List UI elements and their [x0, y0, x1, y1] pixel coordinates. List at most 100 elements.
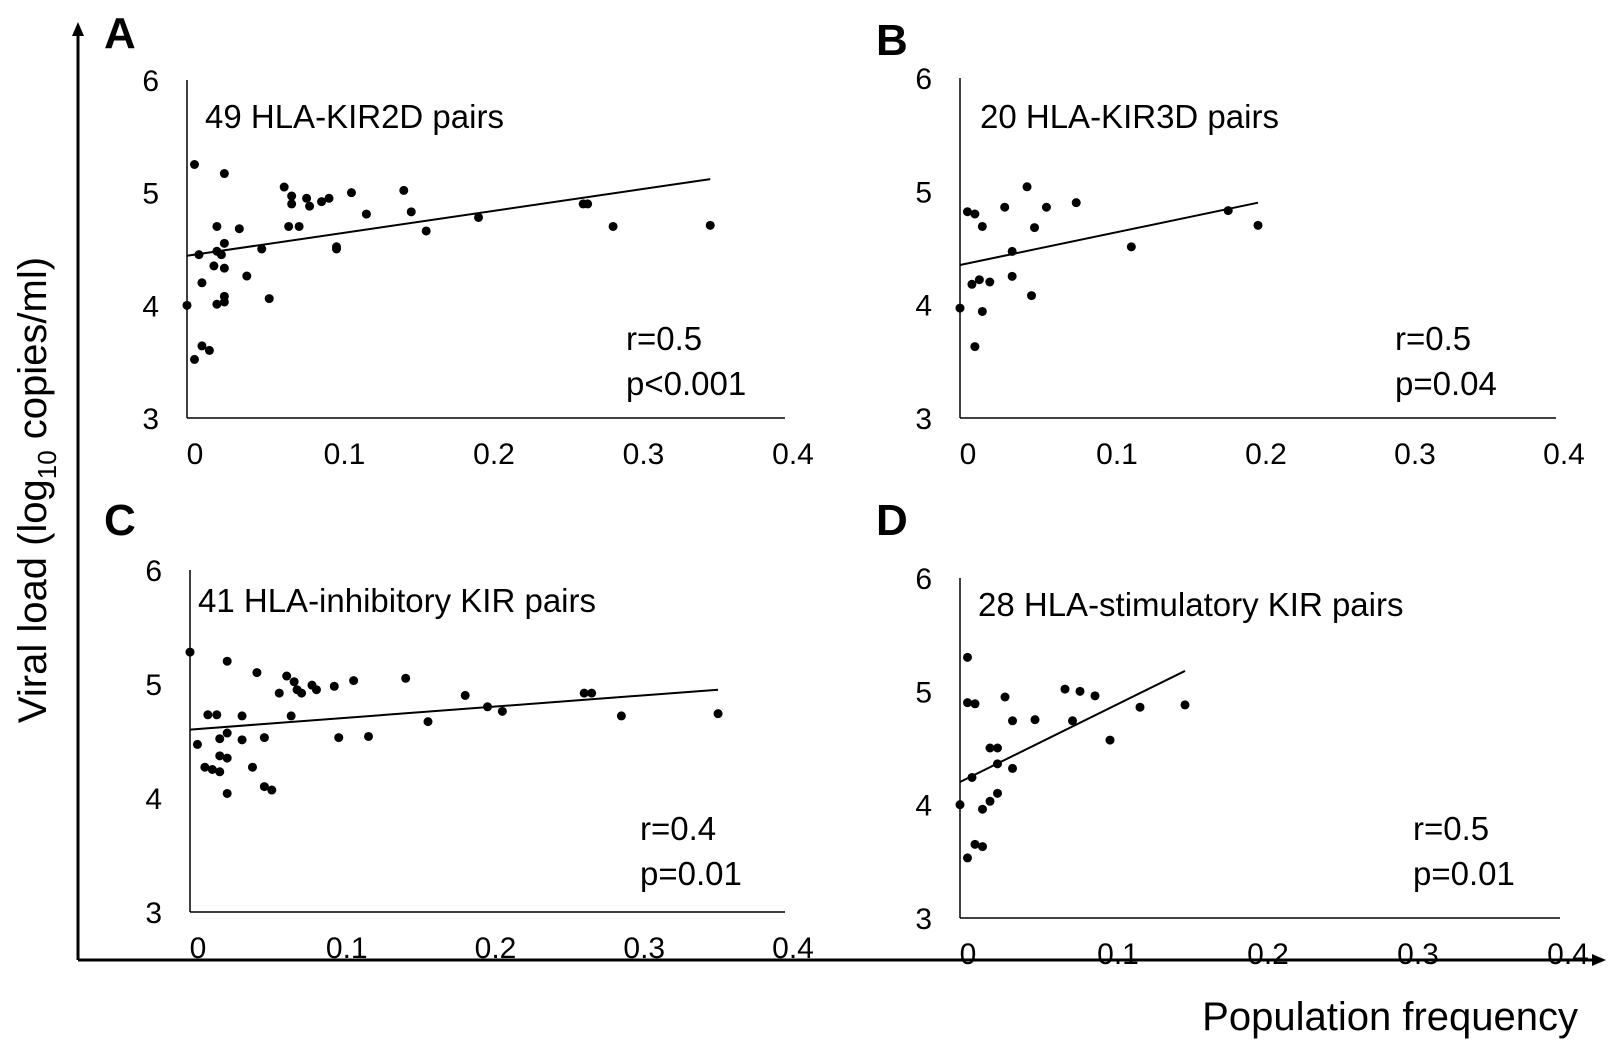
data-point [1007, 271, 1017, 281]
data-point [970, 209, 980, 219]
x-tick-label: 0.4 [772, 932, 814, 965]
data-point [1068, 716, 1077, 726]
panel-letter: C [104, 496, 136, 545]
data-point [212, 299, 222, 309]
data-point [962, 207, 972, 217]
r-value: r=0.5 [1395, 320, 1471, 357]
data-point [237, 711, 247, 721]
y-tick-label: 3 [915, 403, 932, 436]
x-tick-label: 0.2 [1247, 938, 1289, 971]
y-tick-label: 3 [142, 403, 159, 436]
data-point [963, 652, 972, 662]
x-tick-label: 0.1 [1097, 938, 1139, 971]
data-point [1071, 198, 1081, 208]
data-point [334, 733, 344, 743]
panel-b: B 3 4 5 6 0 0.1 0.2 0.3 0.4 20 HLA-KIR3D pairs r=0.… [876, 16, 1585, 471]
data-point [977, 221, 987, 231]
data-point [1075, 686, 1085, 696]
panel-a: A 3 4 5 6 0 0.1 0.2 0.3 0.4 49 HLA-KIR2D pairs r=0.… [104, 9, 814, 471]
y-axis-title: Viral load (log10 copies/ml) [11, 257, 62, 723]
y-tick-label: 6 [145, 555, 162, 588]
data-point [497, 706, 507, 716]
y-tick-label: 4 [915, 790, 932, 823]
data-point [302, 193, 312, 203]
data-point [203, 710, 213, 720]
data-point [1008, 716, 1017, 726]
p-value: p=0.01 [640, 855, 742, 892]
data-point [583, 199, 593, 209]
data-point [264, 294, 274, 304]
data-point [311, 685, 321, 695]
data-point [483, 702, 492, 712]
data-point [274, 688, 284, 698]
r-value: r=0.5 [1413, 810, 1489, 847]
data-point [192, 739, 202, 749]
x-tick-label: 0.2 [473, 438, 515, 471]
data-point [1135, 702, 1145, 712]
data-point [349, 676, 359, 686]
data-point [329, 681, 339, 691]
data-point [985, 277, 995, 287]
data-point [970, 839, 980, 849]
y-tick-label: 5 [142, 178, 159, 211]
data-point [332, 244, 341, 254]
data-point [1007, 246, 1017, 256]
data-point [978, 842, 987, 852]
data-point [1008, 763, 1017, 773]
x-tick-label: 0 [187, 438, 204, 471]
data-point [287, 199, 297, 209]
trend-line [186, 178, 711, 257]
data-point [237, 735, 247, 745]
data-point [324, 193, 334, 203]
data-point [212, 710, 222, 720]
data-point [182, 300, 192, 310]
y-tick-label: 5 [915, 676, 932, 709]
data-point [1105, 735, 1115, 745]
data-point [259, 733, 269, 743]
data-point [993, 788, 1002, 798]
x-tick-label: 0.4 [1543, 438, 1585, 471]
x-tick-label: 0.1 [1096, 438, 1138, 471]
data-point [1223, 206, 1233, 216]
data-point [993, 743, 1002, 753]
x-tick-label: 0.3 [623, 438, 665, 471]
data-point [287, 191, 297, 201]
data-point [317, 197, 327, 207]
y-tick-label: 6 [142, 65, 159, 98]
panel-c: C 3 4 5 6 0 0.1 0.2 0.3 0.4 41 HLA-inhibitory KIR … [104, 496, 814, 965]
data-point [1030, 715, 1040, 725]
y-tick-label: 4 [145, 783, 162, 816]
data-point [955, 800, 965, 810]
data-point [970, 342, 980, 352]
panel-title: 20 HLA-KIR3D pairs [980, 98, 1279, 135]
data-point [1060, 684, 1070, 694]
data-point [963, 698, 972, 708]
data-point [977, 306, 987, 316]
data-point [963, 853, 972, 863]
data-point [423, 717, 433, 727]
y-tick-label: 3 [145, 897, 162, 930]
data-point [215, 767, 225, 777]
y-tick-label: 6 [915, 563, 932, 596]
y-tick-label: 3 [915, 903, 932, 936]
data-point [364, 731, 373, 741]
data-point [234, 224, 244, 234]
outer-y-arrow-icon [72, 22, 84, 36]
y-tick-label: 6 [915, 63, 932, 96]
x-tick-label: 0.3 [623, 932, 665, 965]
data-point [194, 250, 204, 260]
data-point [1253, 220, 1263, 230]
data-point [1022, 182, 1032, 192]
data-point [1000, 202, 1010, 212]
data-point [406, 207, 416, 217]
data-point [207, 765, 217, 774]
data-point [189, 354, 199, 364]
data-point [219, 263, 229, 273]
data-point [209, 261, 219, 271]
r-value: r=0.5 [626, 320, 702, 357]
y-tick-label: 5 [915, 176, 932, 209]
outer-x-arrow-icon [1592, 954, 1606, 966]
data-point [219, 169, 229, 179]
data-point [985, 796, 995, 806]
panels: A 3 4 5 6 0 0.1 0.2 0.3 0.4 49 HLA-KIR2D pairs r=0.… [104, 9, 1589, 971]
